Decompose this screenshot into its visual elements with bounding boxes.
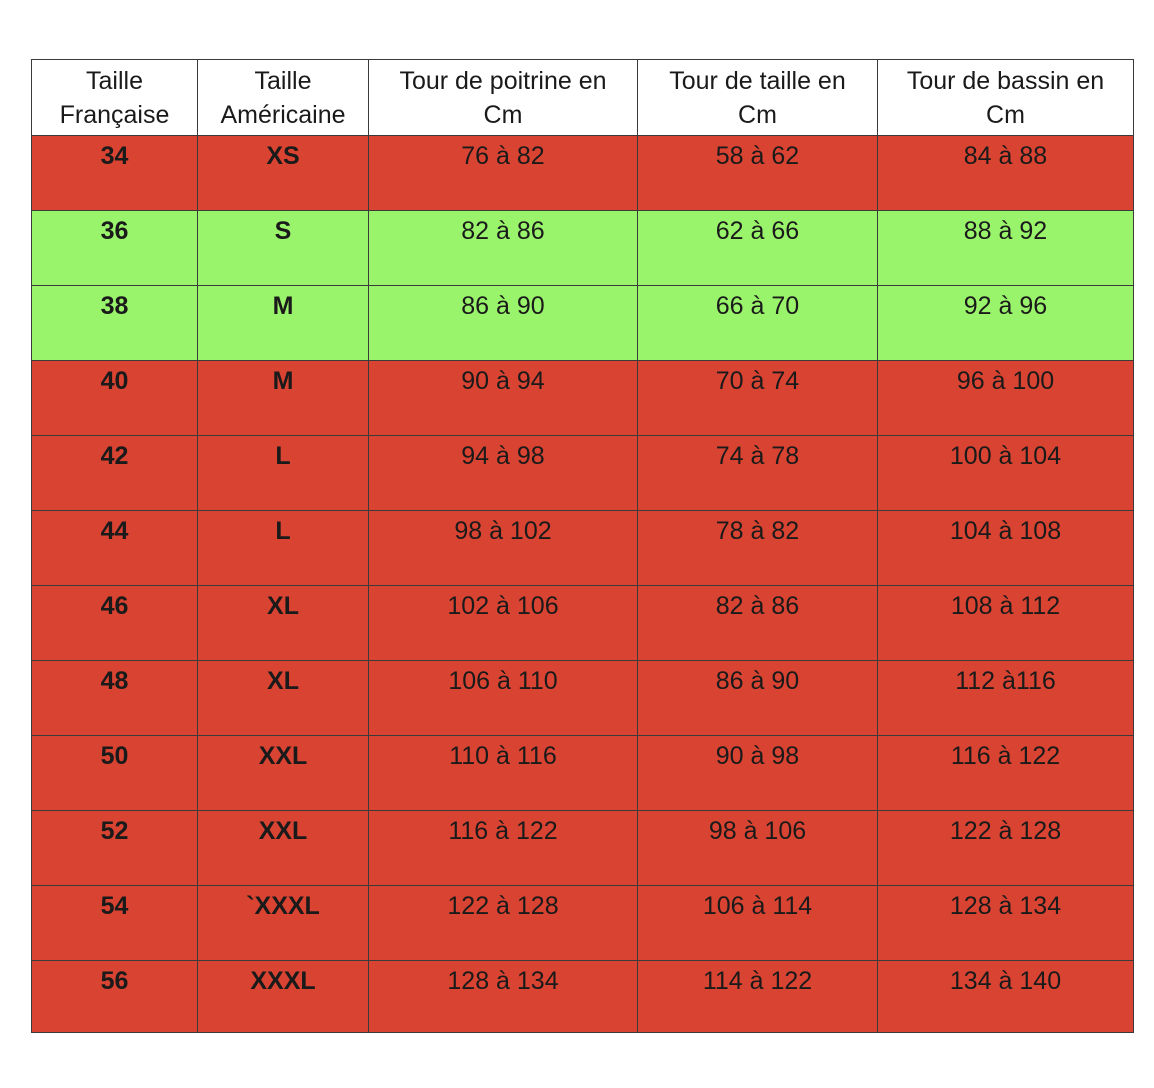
cell-taille-americaine: M	[197, 360, 369, 436]
cell-taille-americaine: XXL	[197, 810, 369, 886]
cell-tour-de-bassin: 84 à 88	[877, 135, 1134, 211]
cell-taille-americaine: L	[197, 510, 369, 586]
size-chart-table: Taille Française Taille Américaine Tour de…	[31, 59, 1134, 1033]
cell-taille-francaise: 44	[31, 510, 198, 586]
cell-tour-de-poitrine: 102 à 106	[368, 585, 638, 661]
cell-tour-de-poitrine: 122 à 128	[368, 885, 638, 961]
table-row: 34 XS 76 à 82 58 à 62 84 à 88	[31, 135, 1134, 211]
cell-tour-de-taille: 62 à 66	[637, 210, 878, 286]
table-row: 44 L 98 à 102 78 à 82 104 à 108	[31, 510, 1134, 586]
cell-tour-de-poitrine: 94 à 98	[368, 435, 638, 511]
cell-taille-americaine: L	[197, 435, 369, 511]
cell-tour-de-taille: 106 à 114	[637, 885, 878, 961]
header-tour-de-taille: Tour de taille en Cm	[637, 59, 878, 136]
cell-tour-de-poitrine: 110 à 116	[368, 735, 638, 811]
table-row: 46 XL 102 à 106 82 à 86 108 à 112	[31, 585, 1134, 661]
cell-tour-de-taille: 86 à 90	[637, 660, 878, 736]
cell-tour-de-taille: 58 à 62	[637, 135, 878, 211]
cell-taille-americaine: XL	[197, 585, 369, 661]
cell-tour-de-poitrine: 76 à 82	[368, 135, 638, 211]
table-row: 48 XL 106 à 110 86 à 90 112 à116	[31, 660, 1134, 736]
cell-tour-de-bassin: 88 à 92	[877, 210, 1134, 286]
table-row: 56 XXXL 128 à 134 114 à 122 134 à 140	[31, 960, 1134, 1033]
cell-tour-de-bassin: 96 à 100	[877, 360, 1134, 436]
cell-tour-de-poitrine: 106 à 110	[368, 660, 638, 736]
cell-taille-francaise: 54	[31, 885, 198, 961]
cell-tour-de-taille: 90 à 98	[637, 735, 878, 811]
cell-taille-francaise: 48	[31, 660, 198, 736]
cell-tour-de-bassin: 100 à 104	[877, 435, 1134, 511]
cell-tour-de-poitrine: 90 à 94	[368, 360, 638, 436]
cell-taille-francaise: 50	[31, 735, 198, 811]
cell-tour-de-taille: 114 à 122	[637, 960, 878, 1033]
cell-tour-de-taille: 66 à 70	[637, 285, 878, 361]
cell-tour-de-poitrine: 82 à 86	[368, 210, 638, 286]
cell-tour-de-bassin: 92 à 96	[877, 285, 1134, 361]
cell-taille-francaise: 42	[31, 435, 198, 511]
cell-tour-de-taille: 74 à 78	[637, 435, 878, 511]
cell-taille-americaine: M	[197, 285, 369, 361]
cell-tour-de-bassin: 104 à 108	[877, 510, 1134, 586]
table-header-row: Taille Française Taille Américaine Tour de…	[31, 59, 1134, 136]
cell-taille-americaine: XL	[197, 660, 369, 736]
table-row: 50 XXL 110 à 116 90 à 98 116 à 122	[31, 735, 1134, 811]
cell-taille-francaise: 34	[31, 135, 198, 211]
cell-tour-de-taille: 98 à 106	[637, 810, 878, 886]
cell-taille-francaise: 52	[31, 810, 198, 886]
cell-taille-americaine: S	[197, 210, 369, 286]
cell-tour-de-bassin: 128 à 134	[877, 885, 1134, 961]
header-tour-de-bassin: Tour de bassin en Cm	[877, 59, 1134, 136]
cell-taille-francaise: 56	[31, 960, 198, 1033]
cell-tour-de-poitrine: 128 à 134	[368, 960, 638, 1033]
header-taille-americaine: Taille Américaine	[197, 59, 369, 136]
cell-tour-de-bassin: 116 à 122	[877, 735, 1134, 811]
table-row: 36 S 82 à 86 62 à 66 88 à 92	[31, 210, 1134, 286]
cell-taille-francaise: 38	[31, 285, 198, 361]
cell-taille-americaine: XXXL	[197, 960, 369, 1033]
cell-taille-francaise: 46	[31, 585, 198, 661]
header-tour-de-poitrine: Tour de poitrine en Cm	[368, 59, 638, 136]
table-row: 54 `XXXL 122 à 128 106 à 114 128 à 134	[31, 885, 1134, 961]
cell-taille-francaise: 36	[31, 210, 198, 286]
cell-tour-de-poitrine: 86 à 90	[368, 285, 638, 361]
table-row: 40 M 90 à 94 70 à 74 96 à 100	[31, 360, 1134, 436]
cell-tour-de-bassin: 108 à 112	[877, 585, 1134, 661]
cell-tour-de-poitrine: 116 à 122	[368, 810, 638, 886]
header-taille-francaise: Taille Française	[31, 59, 198, 136]
cell-tour-de-bassin: 112 à116	[877, 660, 1134, 736]
cell-tour-de-bassin: 134 à 140	[877, 960, 1134, 1033]
table-row: 42 L 94 à 98 74 à 78 100 à 104	[31, 435, 1134, 511]
table-row: 38 M 86 à 90 66 à 70 92 à 96	[31, 285, 1134, 361]
table-body: 34 XS 76 à 82 58 à 62 84 à 88 36 S 82 à 86 62 à …	[31, 135, 1134, 1033]
cell-taille-americaine: XS	[197, 135, 369, 211]
cell-tour-de-bassin: 122 à 128	[877, 810, 1134, 886]
cell-tour-de-taille: 78 à 82	[637, 510, 878, 586]
cell-tour-de-taille: 82 à 86	[637, 585, 878, 661]
table-row: 52 XXL 116 à 122 98 à 106 122 à 128	[31, 810, 1134, 886]
cell-tour-de-poitrine: 98 à 102	[368, 510, 638, 586]
cell-taille-americaine: `XXXL	[197, 885, 369, 961]
cell-tour-de-taille: 70 à 74	[637, 360, 878, 436]
cell-taille-americaine: XXL	[197, 735, 369, 811]
cell-taille-francaise: 40	[31, 360, 198, 436]
